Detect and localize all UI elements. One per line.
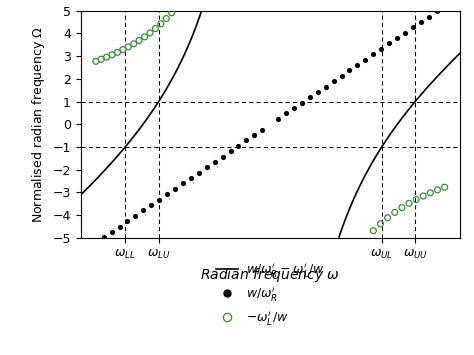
Point	[322, 84, 329, 89]
Point	[243, 137, 250, 143]
Point	[103, 54, 110, 60]
Point	[147, 202, 155, 208]
Point	[108, 52, 116, 58]
Point	[108, 229, 115, 235]
Point	[92, 59, 100, 64]
Point	[119, 47, 127, 53]
Point	[369, 51, 377, 57]
Point	[330, 78, 337, 84]
Point	[385, 41, 393, 47]
Point	[141, 34, 148, 40]
Point	[155, 197, 163, 202]
Point	[187, 175, 195, 181]
Point	[136, 38, 143, 43]
Point	[116, 224, 123, 229]
Point	[370, 228, 377, 234]
Point	[203, 164, 210, 170]
Point	[125, 44, 132, 50]
Point	[419, 193, 427, 199]
Point	[298, 100, 306, 105]
Point	[211, 159, 219, 165]
Point	[132, 213, 139, 219]
Point	[377, 221, 384, 226]
Y-axis label: Normalised radian frequency $\Omega$: Normalised radian frequency $\Omega$	[30, 26, 47, 223]
Point	[114, 49, 121, 55]
Point	[290, 105, 298, 111]
Point	[251, 132, 258, 138]
Point	[152, 26, 159, 31]
Point	[306, 94, 314, 100]
Point	[146, 30, 154, 36]
Point	[393, 35, 401, 41]
Point	[362, 57, 369, 62]
Point	[219, 154, 227, 159]
Point	[235, 143, 242, 149]
Point	[384, 215, 392, 220]
Point	[157, 21, 164, 27]
Point	[441, 184, 448, 190]
Point	[130, 41, 137, 47]
Point	[377, 46, 385, 52]
Point	[346, 67, 353, 73]
Point	[405, 201, 413, 206]
Point	[338, 73, 346, 79]
Point	[398, 205, 406, 211]
Point	[139, 208, 147, 213]
Point	[163, 16, 170, 21]
Point	[195, 170, 202, 175]
Point	[227, 148, 234, 154]
Point	[168, 10, 175, 16]
Point	[274, 116, 282, 122]
Point	[354, 62, 361, 68]
Point	[412, 197, 420, 202]
Point	[427, 190, 434, 196]
Point	[124, 218, 131, 224]
Point	[171, 186, 179, 192]
Point	[425, 14, 433, 20]
Point	[258, 127, 266, 132]
Point	[401, 30, 409, 36]
Point	[282, 111, 290, 116]
Point	[164, 191, 171, 197]
X-axis label: Radian frequency $\omega$: Radian frequency $\omega$	[201, 266, 340, 284]
Point	[433, 9, 440, 14]
Point	[434, 187, 441, 193]
Point	[179, 181, 187, 186]
Point	[417, 19, 425, 25]
Legend: $w/\omega_R^{\prime} - \omega_L^{\prime}/w$, $w/\omega_R^{\prime}$, $-\omega_L^{: $w/\omega_R^{\prime} - \omega_L^{\prime}…	[216, 261, 325, 327]
Point	[409, 24, 417, 30]
Point	[314, 89, 321, 95]
Point	[391, 209, 399, 215]
Point	[100, 234, 108, 240]
Point	[97, 56, 105, 62]
